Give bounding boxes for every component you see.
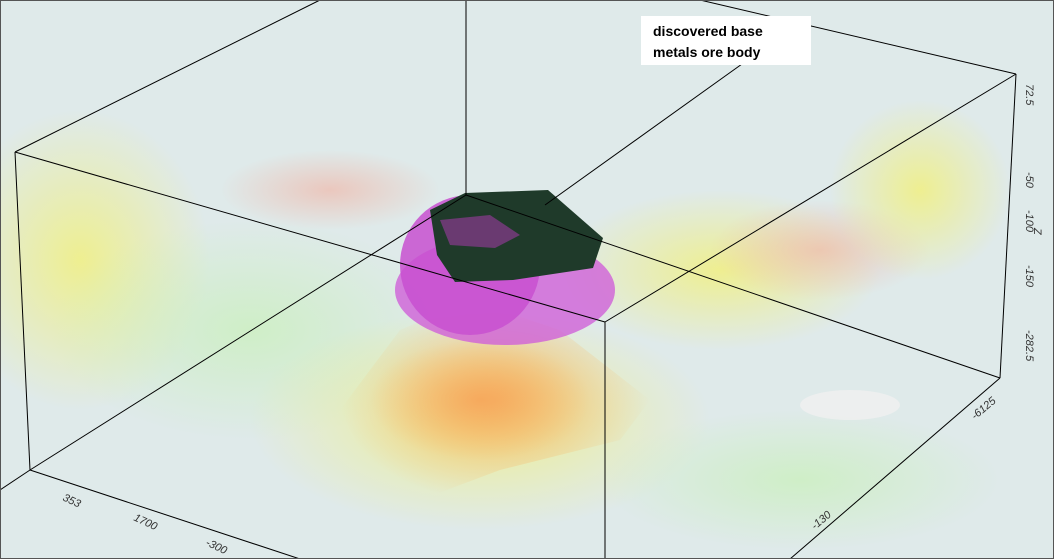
tick-label: 72.5 (1023, 84, 1035, 106)
bounding-box (0, 0, 1017, 559)
annotation-pointer (544, 63, 743, 206)
tick-label: -150 (1023, 265, 1035, 288)
ore-body (395, 190, 615, 345)
annotation-text: discovered base (653, 23, 763, 39)
tick-label: -100 (1023, 210, 1035, 233)
volume-rendering (0, 100, 1010, 550)
tick-label: Z (1031, 227, 1043, 236)
annotation-box (641, 16, 811, 65)
annotation-text: metals ore body (653, 44, 761, 60)
tick-label: -282.5 (1023, 330, 1035, 362)
tick-label: -50 (1023, 172, 1035, 189)
